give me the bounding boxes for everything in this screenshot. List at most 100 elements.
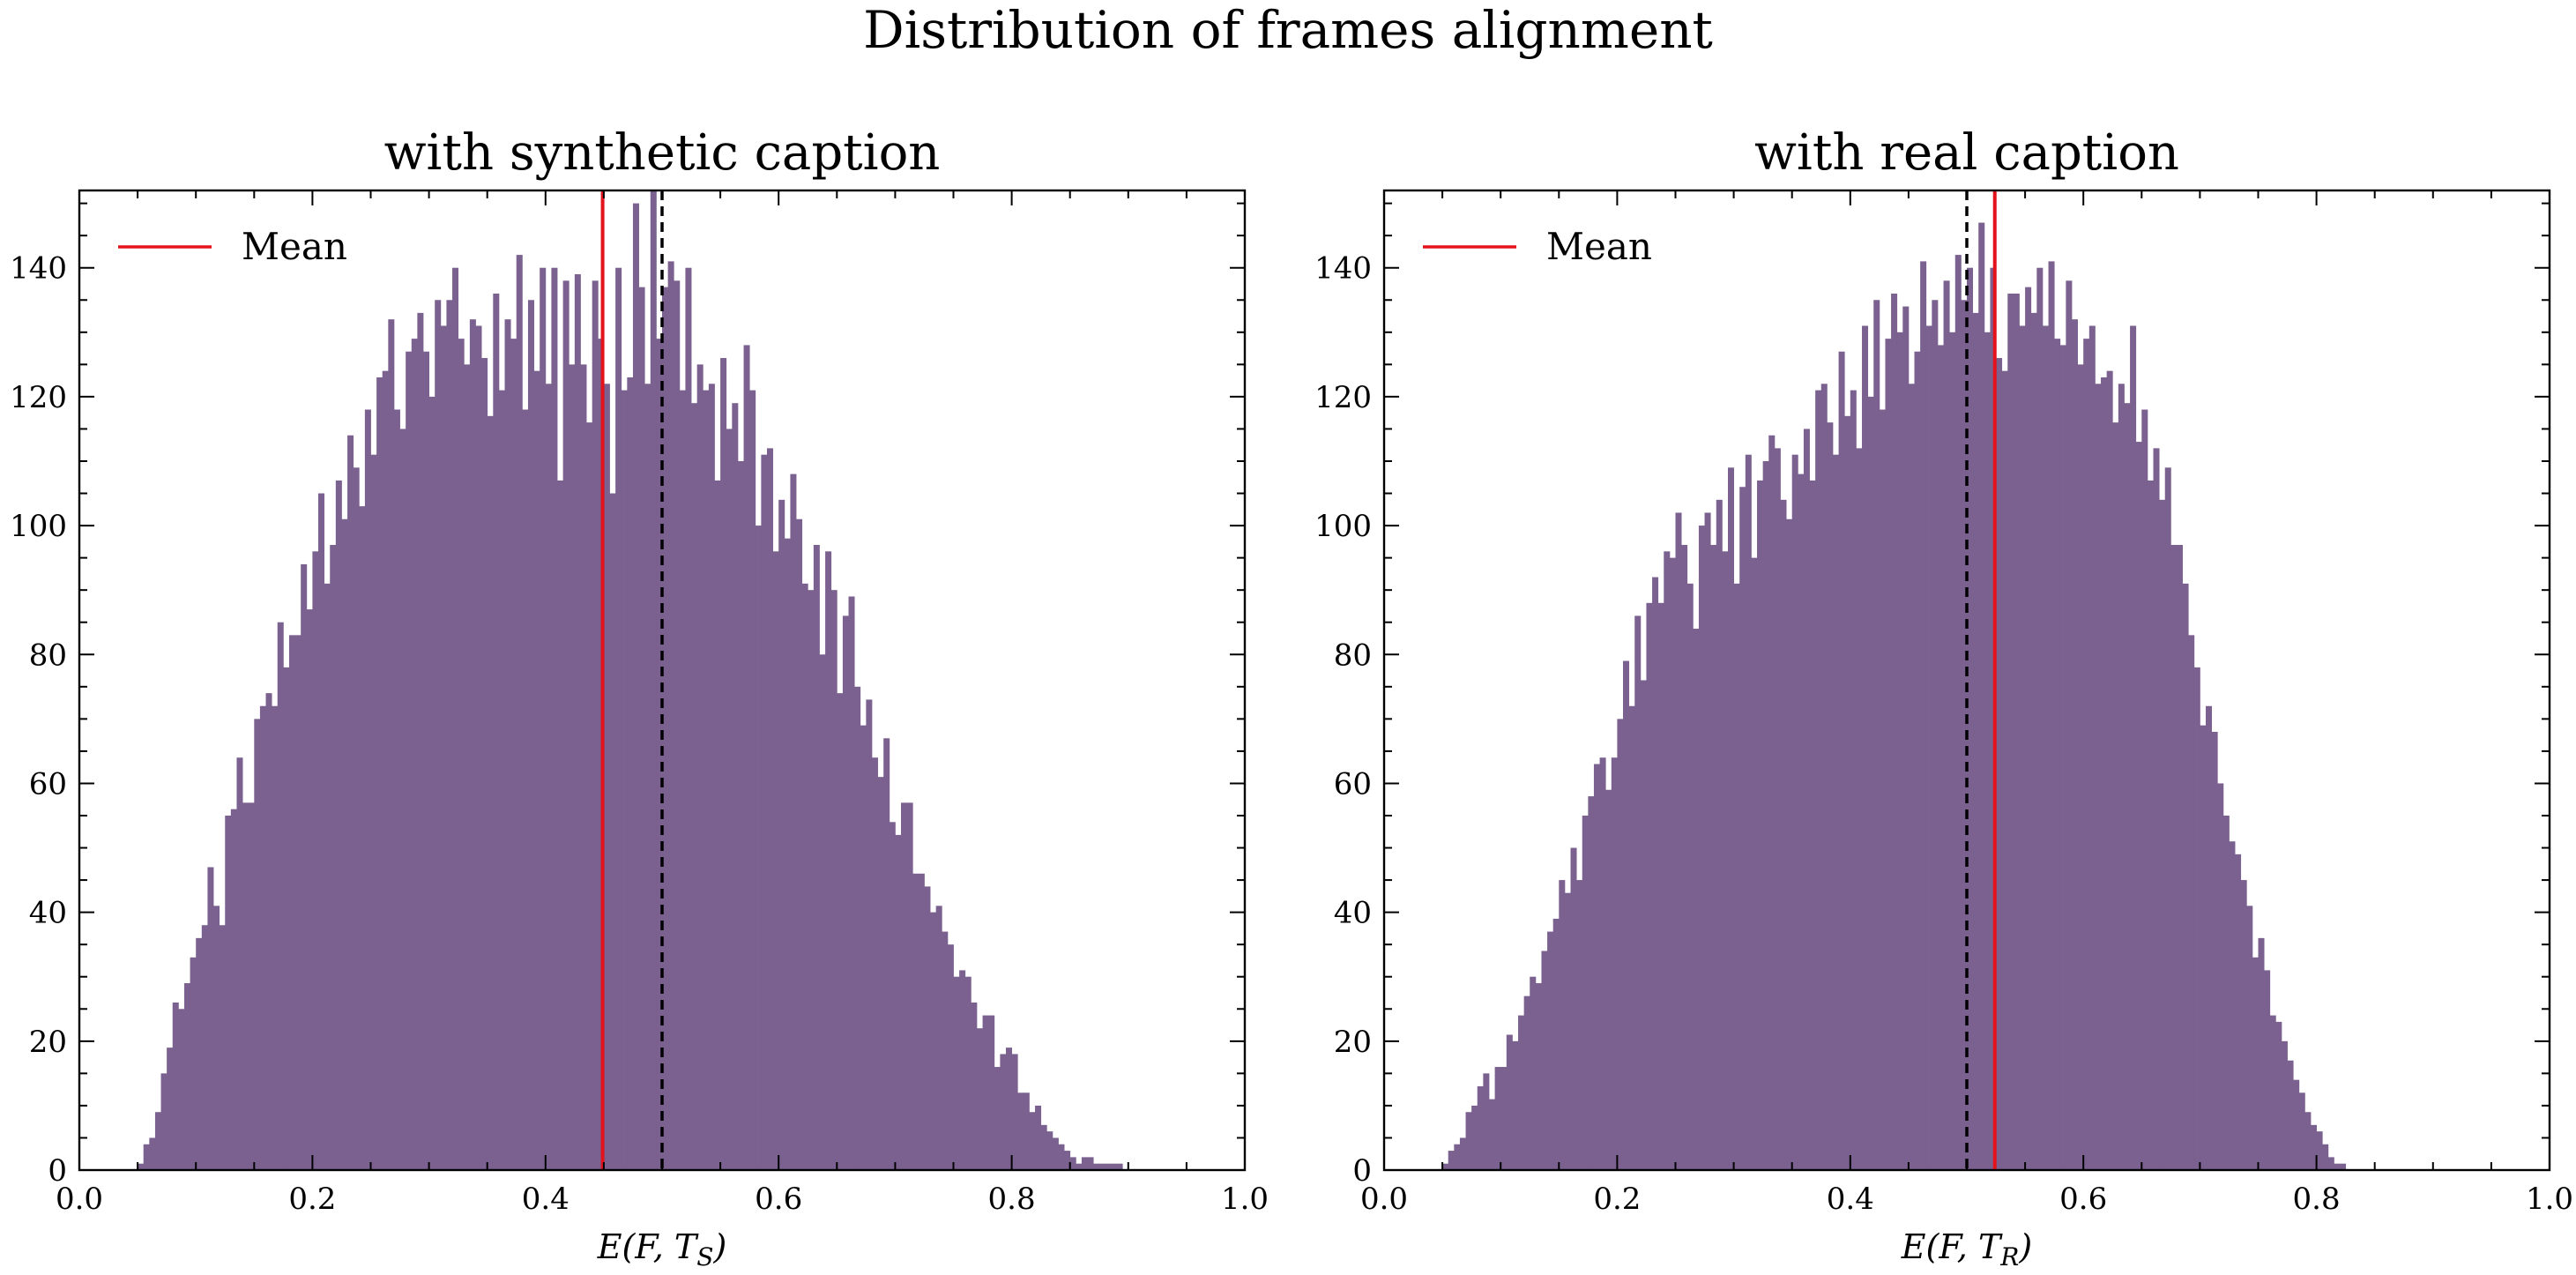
histogram-bar [2071, 319, 2078, 1170]
histogram-bar [1058, 1144, 1065, 1170]
histogram-bar [353, 467, 360, 1170]
histogram-bar [656, 339, 663, 1170]
histogram-bar [551, 267, 558, 1171]
histogram-bar [219, 925, 226, 1170]
histogram-bar [207, 867, 214, 1170]
histogram-bar [1547, 931, 1554, 1170]
histogram-bar [2281, 1040, 2288, 1170]
histogram-bar [1704, 512, 1711, 1170]
histogram-bar [1879, 409, 1886, 1170]
histogram-bar [1996, 358, 2003, 1170]
histogram-bar [743, 345, 750, 1170]
histogram-bar [2013, 293, 2020, 1170]
histogram-bar [650, 190, 657, 1170]
x-tick-label: 1.0 [2526, 1182, 2573, 1217]
histogram-bar [1762, 460, 1769, 1170]
histogram-bar [1908, 384, 1915, 1170]
histogram-bar [2106, 370, 2113, 1170]
histogram-bar [627, 377, 634, 1171]
histogram-bar [691, 403, 698, 1170]
histogram-bar [1774, 448, 1781, 1170]
axis-ticks [78, 190, 1246, 1171]
histogram-bar [1669, 557, 1676, 1171]
histogram-bar [2019, 325, 2026, 1170]
histogram-bar [440, 325, 447, 1170]
histogram-bar [2193, 667, 2200, 1170]
histogram-bar [1873, 300, 1880, 1170]
histogram-bar [1693, 629, 1700, 1170]
histogram-bar [2217, 783, 2224, 1170]
histogram-bar [399, 429, 406, 1170]
histogram-bar [2340, 1163, 2347, 1170]
y-tick-label: 40 [29, 896, 67, 931]
histogram-bar [452, 267, 459, 1171]
histogram-bar [1733, 583, 1740, 1170]
histogram-bar [1564, 892, 1571, 1170]
histogram-bar [201, 925, 208, 1170]
histogram-bar [2316, 1131, 2323, 1170]
histogram-bar [1967, 267, 1974, 1171]
histogram-bar [667, 261, 674, 1170]
histogram-bar [1076, 1163, 1083, 1170]
histogram-bar [411, 339, 418, 1170]
histogram-bar [2334, 1163, 2341, 1170]
x-tick-label: 0.8 [2293, 1182, 2341, 1217]
histogram-bar [464, 364, 471, 1171]
histogram-bar [2211, 731, 2218, 1170]
histogram-bar [242, 802, 249, 1171]
histogram-bar [801, 583, 808, 1170]
x-tick-label: 0.8 [988, 1182, 1036, 1217]
histogram-bar [248, 802, 255, 1171]
histogram-bar [2059, 345, 2066, 1170]
histogram-bar [160, 1073, 168, 1170]
histogram-bar [632, 203, 639, 1170]
histogram-bars [138, 190, 1123, 1171]
histogram-bar [335, 480, 342, 1170]
histogram-bar [2077, 364, 2084, 1171]
panel-real-caption: with real caption 0.0 0.2 0.4 0.6 0.8 1.0 0 20 4… [1314, 124, 2573, 1271]
histogram-bar [1657, 602, 1664, 1170]
histogram-bar [341, 518, 348, 1170]
histogram-bar [167, 1048, 174, 1171]
legend: Mean [118, 225, 347, 268]
histogram-bar [1541, 951, 1548, 1170]
histogram-bar [393, 409, 400, 1170]
histogram-bar [283, 667, 290, 1170]
reference-lines [1965, 190, 1997, 1170]
histogram-bar [1029, 1112, 1036, 1170]
histogram-bar [685, 267, 692, 1171]
histogram-bar [2170, 545, 2178, 1170]
histogram-bar [2293, 1079, 2300, 1170]
histogram-bar [1820, 384, 1828, 1170]
histogram-bar [376, 377, 383, 1171]
histogram-bar [2066, 280, 2073, 1171]
histogram-bar [609, 493, 616, 1170]
histogram-bar [1885, 339, 1892, 1170]
histogram-bar [2124, 403, 2131, 1170]
histogram-bar [953, 976, 960, 1170]
x-axis-label: E(F, TR) [1901, 1227, 2032, 1271]
histogram-bar [540, 267, 547, 1171]
histogram-bar [1896, 332, 1903, 1170]
histogram-bar [1628, 705, 1635, 1170]
histogram-bar [1611, 757, 1618, 1170]
histogram-bar [621, 390, 628, 1171]
histogram-bar [2258, 937, 2265, 1170]
histogram-bar [2054, 339, 2061, 1170]
histogram-bar [662, 287, 669, 1170]
histogram-bar [935, 906, 942, 1170]
histogram-bar [737, 460, 744, 1170]
histogram-bar [2001, 370, 2008, 1170]
histogram-bar [848, 596, 855, 1170]
histogram-bar [644, 384, 651, 1170]
histogram-bar [2304, 1112, 2312, 1170]
histogram-bar [406, 351, 413, 1171]
histogram-bar [504, 319, 511, 1170]
histogram-bar [603, 384, 610, 1170]
histogram-bar [1623, 660, 1630, 1170]
histogram-bar [1552, 918, 1560, 1170]
histogram-bar [149, 1137, 156, 1170]
histogram-bar [1518, 1015, 1525, 1170]
histogram-bar [172, 1002, 179, 1170]
panel-title: with real caption [1754, 124, 2179, 182]
